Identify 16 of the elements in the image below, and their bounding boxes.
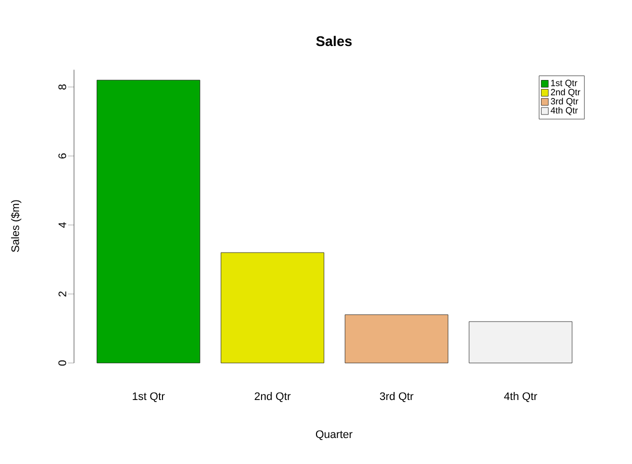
- y-tick-label: 2: [58, 291, 66, 296]
- x-axis-title: Quarter: [316, 430, 352, 440]
- x-tick-label: 1st Qtr: [132, 392, 165, 402]
- y-tick-label: 4: [58, 222, 66, 228]
- y-tick-label: 6: [58, 153, 66, 158]
- x-tick-label: 4th Qtr: [504, 392, 538, 402]
- x-tick-label: 3rd Qtr: [380, 392, 414, 402]
- legend-label: 1st Qtr: [551, 80, 578, 88]
- legend-label: 4th Qtr: [550, 106, 578, 116]
- y-tick-label: 8: [58, 84, 66, 90]
- legend-label: 2nd Qtr: [550, 88, 580, 97]
- chart-title: Sales: [316, 36, 352, 46]
- y-tick-label: 0: [58, 360, 66, 366]
- x-tick-label: 2nd Qtr: [254, 392, 291, 402]
- legend-label: 3rd Qtr: [550, 98, 578, 106]
- y-axis-title: Sales ($m): [10, 200, 22, 252]
